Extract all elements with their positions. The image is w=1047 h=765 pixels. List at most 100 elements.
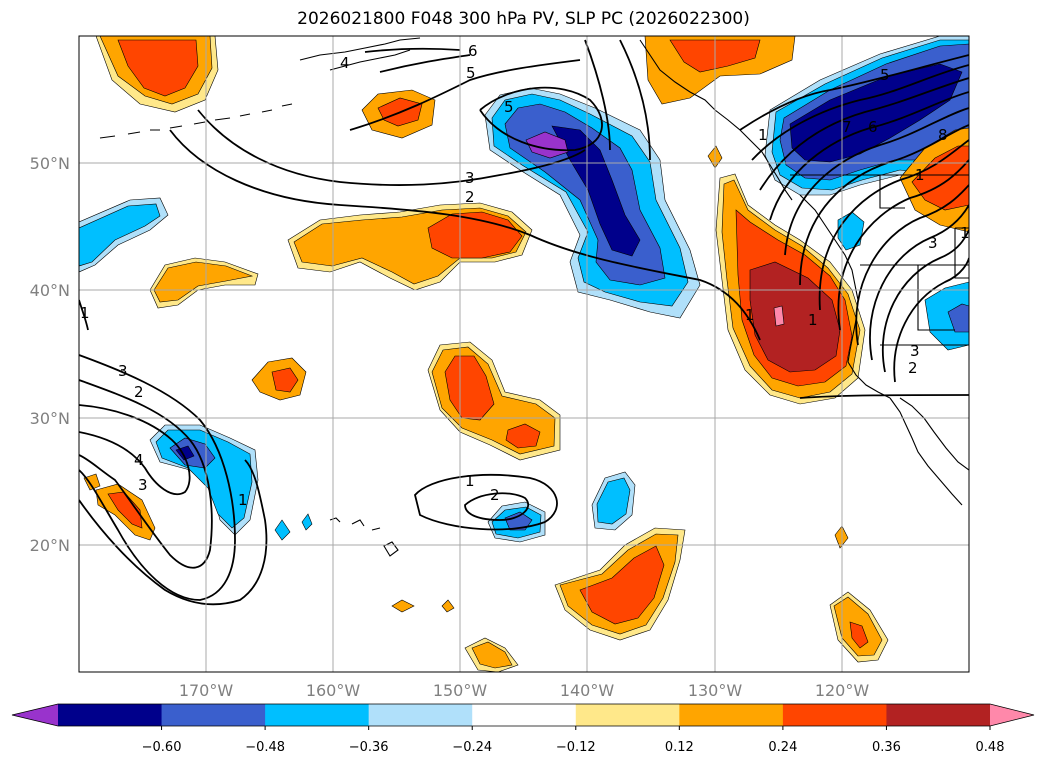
slp-contour — [759, 77, 969, 191]
contour-label: 1 — [465, 472, 475, 490]
slp-contour — [818, 139, 969, 311]
lat-labels: 50°N 40°N 30°N 20°N — [30, 154, 70, 555]
lon-label: 130°W — [688, 681, 743, 700]
pv-positive-region — [271, 367, 299, 393]
lon-label: 160°W — [306, 681, 361, 700]
pv-negative-region — [504, 511, 533, 531]
map-frame — [78, 35, 970, 673]
slp-contour — [197, 109, 586, 186]
slp-contour — [799, 394, 969, 399]
slp-contour — [79, 354, 236, 601]
alaska-panhandle-coast — [639, 39, 793, 201]
contour-label: 2 — [908, 359, 918, 377]
contour-label: 8 — [938, 126, 948, 144]
colorbar-swatch — [679, 704, 784, 726]
us-west-coast — [847, 299, 891, 399]
colorbar-swatch — [575, 704, 680, 726]
lon-label: 170°W — [179, 681, 234, 700]
slp-contour — [837, 159, 969, 331]
contour-label: 2 — [490, 486, 500, 504]
contour-label: 3 — [465, 169, 475, 187]
pv-positive-region — [505, 423, 541, 449]
colorbar-swatch — [782, 704, 887, 726]
slp-contours — [79, 39, 969, 606]
pv-shading — [79, 36, 969, 672]
lon-labels: 170°W 160°W 150°W 140°W 130°W 120°W — [179, 681, 870, 700]
contour-label: 6 — [468, 42, 478, 60]
pv-positive-region — [153, 261, 254, 303]
colorbar-label: −0.48 — [245, 740, 285, 755]
slp-contour — [464, 492, 530, 521]
alaska-coast — [299, 37, 421, 61]
colorbar-label: −0.60 — [142, 740, 182, 755]
slp-contour — [349, 59, 581, 131]
slp-contour — [584, 39, 611, 151]
colorbar-outline — [11, 703, 1035, 727]
contour-label: 3 — [910, 342, 920, 360]
pv-positive-region — [471, 641, 513, 669]
state-border — [954, 227, 969, 279]
slp-contour — [169, 129, 761, 341]
graticule — [79, 36, 969, 672]
slp-contour — [739, 54, 969, 131]
hawaii-islands — [329, 517, 399, 557]
colorbar-swatch — [161, 704, 266, 726]
contour-label: 6 — [868, 118, 878, 136]
contour-label: 4 — [340, 54, 350, 72]
slp-contour — [893, 257, 969, 383]
pv-negative-region — [947, 303, 969, 333]
contour-label: 1 — [745, 306, 755, 324]
slp-contour — [869, 204, 969, 361]
pv-positive-region — [117, 39, 199, 97]
slp-contour — [379, 54, 471, 73]
pv-negative-region — [274, 519, 291, 541]
colorbar-label: 0.48 — [976, 740, 1005, 755]
slp-contour — [799, 124, 969, 286]
slp-contour — [79, 379, 213, 569]
lon-label: 150°W — [433, 681, 488, 700]
contour-label: 4 — [134, 451, 144, 469]
pv-positive-region — [83, 473, 101, 491]
colorbar-swatch — [368, 704, 473, 726]
contour-label: 3 — [138, 476, 148, 494]
slp-contour — [751, 64, 969, 161]
pv-negative-region — [924, 281, 969, 351]
slp-contour — [479, 86, 603, 152]
contour-label: 1 — [808, 311, 818, 329]
colorbar-swatch — [265, 704, 370, 726]
pv-negative-region — [596, 477, 631, 525]
slp-contour — [79, 404, 191, 495]
alaska-coast — [329, 49, 411, 71]
contour-label: 7 — [842, 118, 852, 136]
slp-contour — [769, 91, 969, 221]
slp-contour — [79, 459, 268, 606]
colorbar-label: 0.36 — [872, 740, 901, 755]
slp-contour — [414, 473, 558, 531]
contour-label: 5 — [504, 98, 514, 116]
pv-negative-region — [79, 203, 161, 267]
colorbar-label: −0.12 — [556, 740, 596, 755]
colorbar-extend-high — [990, 704, 1034, 726]
lat-label: 50°N — [30, 154, 70, 173]
lat-label: 30°N — [30, 409, 70, 428]
pv-positive-region — [444, 355, 495, 421]
coastlines — [99, 37, 969, 557]
colorbar-label: 0.24 — [768, 740, 797, 755]
slp-contour — [855, 184, 969, 346]
baja-coast — [899, 397, 969, 471]
chart-title: 2026021800 F048 300 hPa PV, SLP PC (2026… — [297, 9, 750, 29]
state-border — [879, 175, 905, 209]
contour-label: 1 — [915, 166, 925, 184]
contour-label: 5 — [466, 64, 476, 82]
colorbar-swatch — [886, 704, 991, 726]
colorbar: −0.60 −0.48 −0.36 −0.24 −0.12 0.12 0.24 0.36 0.4… — [11, 703, 1035, 755]
pv-positive-region — [849, 621, 869, 649]
lon-label: 140°W — [560, 681, 615, 700]
pv-negative-region — [551, 125, 641, 257]
pv-negative-region — [301, 513, 313, 531]
contour-label: 1 — [80, 304, 90, 322]
colorbar-swatch — [58, 704, 163, 726]
lat-label: 40°N — [30, 281, 70, 300]
slp-contour — [79, 299, 89, 331]
